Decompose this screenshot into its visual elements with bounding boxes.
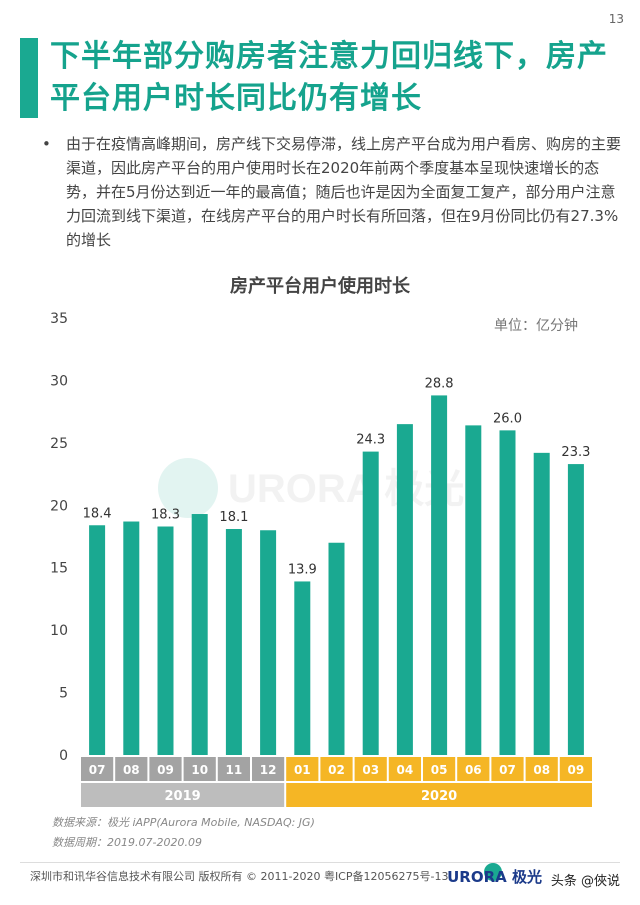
month-cell bbox=[457, 757, 490, 781]
data-label: 13.9 bbox=[288, 562, 317, 577]
x-tick-label: 01 bbox=[294, 763, 311, 777]
data-source: 数据来源：极光 iAPP(Aurora Mobile, NASDAQ: JG) bbox=[52, 816, 315, 829]
aurora-logo-icon bbox=[484, 863, 502, 881]
x-tick-label: 08 bbox=[123, 763, 140, 777]
y-tick-label: 0 bbox=[59, 748, 68, 764]
data-label: 26.0 bbox=[493, 411, 522, 426]
bar bbox=[123, 521, 140, 755]
y-tick-label: 25 bbox=[50, 436, 68, 452]
chart-title: 房产平台用户使用时长 bbox=[230, 276, 410, 297]
data-label: 18.1 bbox=[219, 510, 248, 525]
footer-divider bbox=[20, 862, 620, 863]
x-tick-label: 10 bbox=[191, 763, 208, 777]
month-cell bbox=[149, 757, 182, 781]
bar bbox=[225, 529, 242, 755]
bar bbox=[362, 451, 379, 755]
month-cell bbox=[525, 757, 558, 781]
x-tick-label: 12 bbox=[260, 763, 277, 777]
month-cell bbox=[354, 757, 387, 781]
x-tick-label: 08 bbox=[533, 763, 550, 777]
bar bbox=[157, 526, 174, 755]
y-tick-label: 35 bbox=[50, 311, 68, 327]
bar bbox=[89, 525, 106, 755]
month-cell bbox=[388, 757, 421, 781]
data-label: 18.3 bbox=[151, 508, 180, 523]
x-tick-label: 07 bbox=[89, 763, 106, 777]
year-band bbox=[81, 783, 285, 807]
month-cell bbox=[320, 757, 353, 781]
y-tick-label: 15 bbox=[50, 561, 68, 577]
x-tick-label: 03 bbox=[362, 763, 379, 777]
watermark-layer: URORA 极光 bbox=[158, 458, 464, 518]
bar bbox=[294, 581, 311, 755]
month-cell bbox=[491, 757, 524, 781]
bar bbox=[431, 395, 448, 755]
year-label: 2019 bbox=[165, 789, 201, 804]
bar bbox=[533, 452, 550, 755]
month-cell bbox=[252, 757, 285, 781]
x-tick-label: 02 bbox=[328, 763, 345, 777]
bar bbox=[260, 530, 277, 755]
data-label: 18.4 bbox=[83, 506, 112, 521]
month-cell bbox=[217, 757, 250, 781]
unit-label: 单位：亿分钟 bbox=[494, 318, 578, 334]
bar bbox=[328, 542, 345, 755]
watermark-logo-text: URORA 极光 bbox=[228, 467, 464, 511]
aurora-logo: URORA 极光 bbox=[447, 868, 542, 886]
data-label: 28.8 bbox=[425, 376, 454, 391]
year-label: 2020 bbox=[421, 789, 457, 804]
y-tick-label: 10 bbox=[50, 623, 68, 639]
title-accent-bar bbox=[20, 38, 38, 118]
bullet-text: 由于在疫情高峰期间，房产线下交易停滞，线上房产平台成为用户看房、购房的主要渠道，… bbox=[66, 135, 622, 249]
x-tick-label: 09 bbox=[157, 763, 174, 777]
footer-copyright: 深圳市和讯华谷信息技术有限公司 版权所有 © 2011-2020 粤ICP备12… bbox=[30, 870, 449, 883]
toutiao-watermark: 头条 @俠说 bbox=[550, 874, 620, 889]
data-label: 24.3 bbox=[356, 433, 385, 448]
bullet-paragraph: • 由于在疫情高峰期间，房产线下交易停滞，线上房产平台成为用户看房、购房的主要渠… bbox=[42, 132, 622, 252]
x-tick-label: 09 bbox=[568, 763, 585, 777]
page-title: 下半年部分购房者注意力回归线下，房产平台用户时长同比仍有增长 bbox=[50, 39, 608, 116]
month-cell bbox=[286, 757, 319, 781]
x-tick-label: 06 bbox=[465, 763, 482, 777]
bar bbox=[396, 424, 413, 755]
month-cell bbox=[115, 757, 148, 781]
x-tick-label: 07 bbox=[499, 763, 516, 777]
month-cell bbox=[183, 757, 216, 781]
x-tick-label: 05 bbox=[431, 763, 448, 777]
y-tick-label: 30 bbox=[50, 373, 68, 389]
bar bbox=[191, 514, 208, 755]
x-tick-label: 11 bbox=[226, 763, 243, 777]
page-number: 13 bbox=[608, 12, 624, 26]
month-cell bbox=[559, 757, 592, 781]
bullet-dot: • bbox=[42, 135, 51, 153]
year-band bbox=[286, 783, 592, 807]
bar bbox=[499, 430, 516, 755]
x-tick-label: 04 bbox=[397, 763, 414, 777]
data-label: 23.3 bbox=[561, 445, 590, 460]
month-cell bbox=[81, 757, 114, 781]
data-period: 数据周期：2019.07-2020.09 bbox=[52, 836, 202, 849]
bar bbox=[567, 464, 584, 755]
y-tick-label: 20 bbox=[50, 498, 68, 514]
y-tick-label: 5 bbox=[59, 686, 68, 702]
watermark-logo-icon bbox=[158, 458, 218, 518]
month-cell bbox=[423, 757, 456, 781]
bar bbox=[465, 425, 482, 755]
